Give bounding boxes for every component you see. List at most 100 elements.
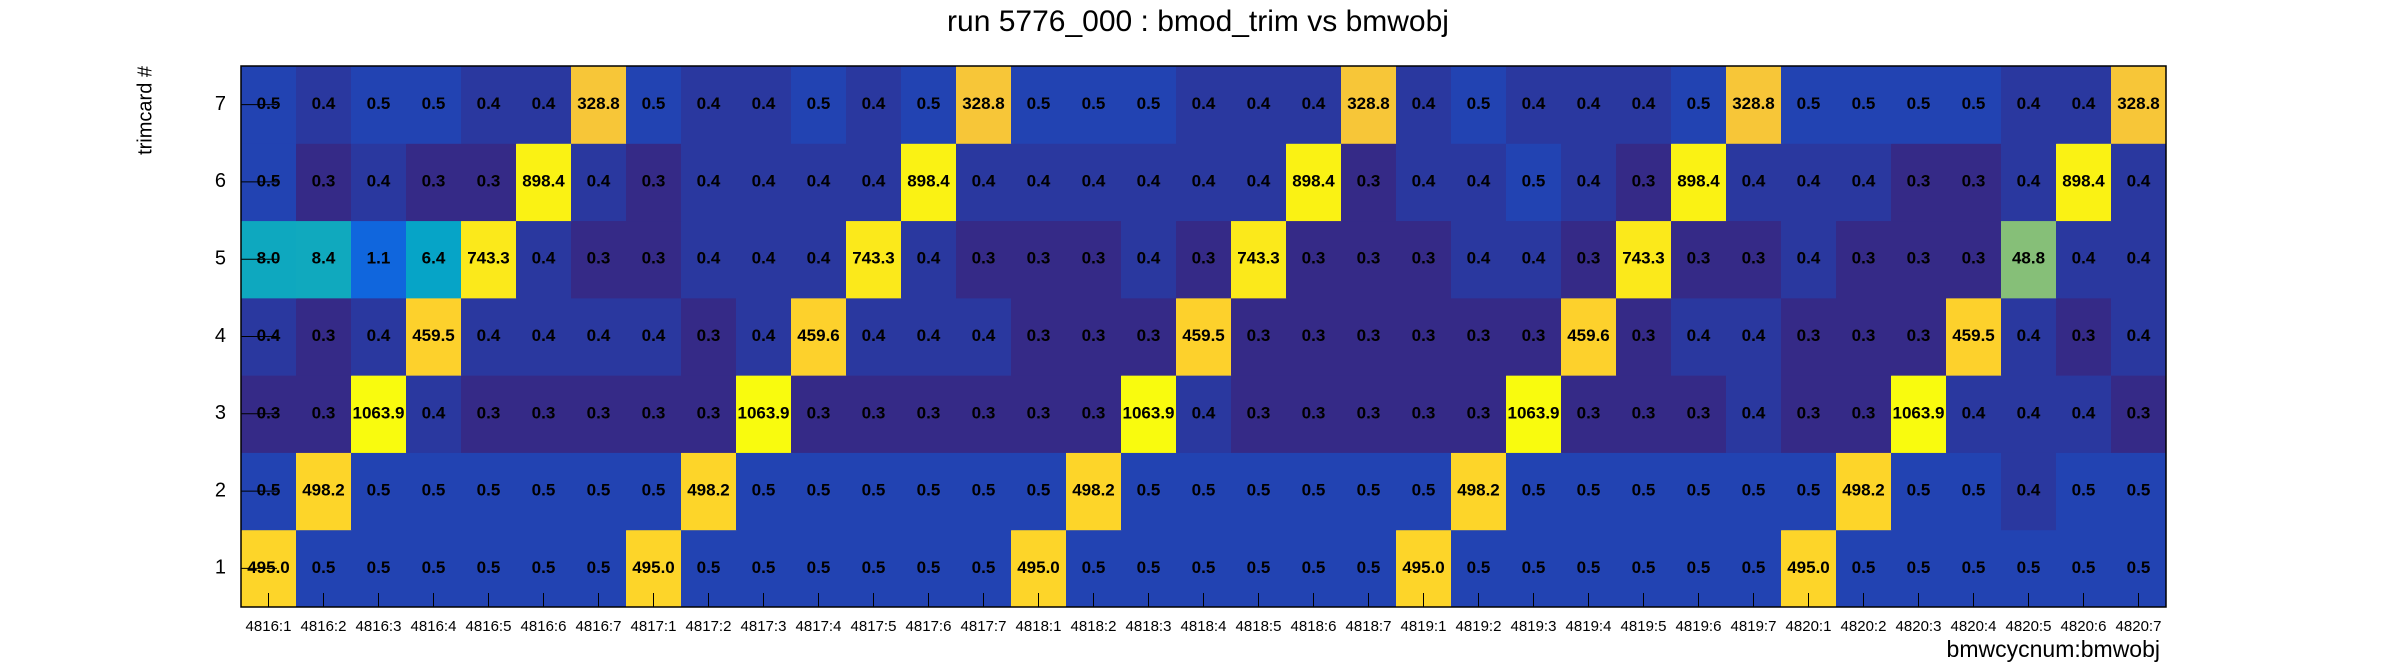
heatmap-cell — [296, 66, 352, 144]
y-tick-label: 7 — [215, 93, 226, 115]
heatmap-cell — [1836, 220, 1892, 299]
cell-label: 0.3 — [532, 403, 556, 422]
cell-label: 0.5 — [587, 481, 611, 500]
cell-label: 0.4 — [312, 94, 336, 113]
cell-label: 0.4 — [1797, 171, 1821, 190]
heatmap-cell — [1506, 297, 1562, 376]
cell-label: 0.3 — [1467, 326, 1491, 345]
cell-label: 0.3 — [1632, 326, 1656, 345]
cell-label: 0.3 — [422, 171, 446, 190]
x-tick-label: 4818:3 — [1126, 618, 1172, 635]
x-tick-label: 4819:6 — [1676, 618, 1722, 635]
cell-label: 0.5 — [1962, 94, 1986, 113]
cell-label: 0.4 — [1247, 171, 1271, 190]
x-tick-label: 4819:4 — [1566, 618, 1612, 635]
cell-label: 1063.9 — [353, 403, 405, 422]
heatmap-cell — [351, 297, 407, 376]
cell-label: 0.3 — [1797, 326, 1821, 345]
cell-label: 0.5 — [1962, 481, 1986, 500]
cell-label: 0.3 — [1357, 403, 1381, 422]
heatmap-cell — [901, 220, 957, 299]
cell-label: 0.3 — [642, 403, 666, 422]
heatmap-cell — [681, 220, 737, 299]
heatmap-cell — [1066, 66, 1122, 144]
cell-label: 0.3 — [1577, 403, 1601, 422]
heatmap-cell — [1726, 452, 1782, 531]
heatmap-cell — [296, 220, 352, 299]
x-tick-label: 4819:3 — [1511, 618, 1557, 635]
heatmap-cell — [901, 452, 957, 531]
heatmap-cell — [1286, 143, 1342, 222]
heatmap-cell — [1891, 143, 1947, 222]
cell-label: 0.5 — [1357, 558, 1381, 577]
cell-label: 0.3 — [1962, 171, 1986, 190]
x-tick-label: 4819:2 — [1456, 618, 1502, 635]
heatmap-cell — [1946, 375, 2002, 453]
cell-label: 0.4 — [697, 249, 721, 268]
y-tick-label: 5 — [215, 247, 226, 269]
heatmap-cell — [1231, 143, 1287, 222]
x-tick-label: 4818:7 — [1346, 618, 1392, 635]
heatmap-cell — [1066, 143, 1122, 222]
heatmap-cell — [1286, 297, 1342, 376]
heatmap-cell — [1946, 452, 2002, 531]
heatmap-cell — [736, 297, 792, 376]
cell-label: 0.5 — [1742, 558, 1766, 577]
heatmap-cell — [296, 297, 352, 376]
cell-label: 0.4 — [532, 94, 556, 113]
heatmap-cell — [1726, 143, 1782, 222]
x-tick-label: 4818:2 — [1071, 618, 1117, 635]
cell-label: 0.4 — [1632, 94, 1656, 113]
y-tick-label: 6 — [215, 170, 226, 192]
x-tick-label: 4818:5 — [1236, 618, 1282, 635]
cell-label: 0.3 — [807, 403, 831, 422]
heatmap-cell — [1781, 220, 1837, 299]
x-tick-label: 4817:4 — [796, 618, 842, 635]
cell-label: 8.4 — [312, 249, 336, 268]
heatmap-cell — [1011, 452, 1067, 531]
cell-label: 328.8 — [1347, 94, 1390, 113]
cell-label: 0.4 — [1302, 94, 1326, 113]
heatmap-cell — [296, 375, 352, 453]
heatmap-cell — [1616, 452, 1672, 531]
heatmap-cell — [1176, 143, 1232, 222]
cell-label: 0.4 — [1742, 403, 1766, 422]
heatmap-cell — [2056, 297, 2112, 376]
heatmap-cell — [351, 220, 407, 299]
cell-label: 0.3 — [1852, 403, 1876, 422]
heatmap-cell — [791, 297, 847, 376]
cell-label: 0.5 — [917, 481, 941, 500]
y-tick-label: 3 — [215, 402, 226, 424]
heatmap-cell — [1616, 66, 1672, 144]
cell-label: 0.4 — [587, 326, 611, 345]
x-tick-label: 4819:5 — [1621, 618, 1667, 635]
cell-label: 0.3 — [642, 249, 666, 268]
cell-label: 0.5 — [1522, 558, 1546, 577]
cell-label: 0.5 — [1247, 558, 1271, 577]
heatmap-cell — [1561, 375, 1617, 453]
x-tick-label: 4820:1 — [1786, 618, 1832, 635]
heatmap-cell — [461, 66, 517, 144]
cell-label: 0.3 — [1027, 326, 1051, 345]
cell-label: 0.3 — [972, 403, 996, 422]
cell-label: 0.5 — [2017, 558, 2041, 577]
cell-label: 0.5 — [1577, 481, 1601, 500]
heatmap-cell — [1011, 297, 1067, 376]
heatmap-cell — [956, 220, 1012, 299]
cell-label: 0.4 — [1522, 249, 1546, 268]
cell-label: 0.3 — [972, 249, 996, 268]
cell-label: 328.8 — [962, 94, 1005, 113]
cell-label: 0.5 — [1907, 481, 1931, 500]
cell-label: 495.0 — [1402, 558, 1445, 577]
cell-label: 0.5 — [1687, 558, 1711, 577]
heatmap-cell — [1506, 143, 1562, 222]
heatmap-cell — [1836, 66, 1892, 144]
cell-label: 0.4 — [862, 94, 886, 113]
cell-label: 0.4 — [477, 94, 501, 113]
cell-label: 0.4 — [1247, 94, 1271, 113]
cell-label: 1063.9 — [738, 403, 790, 422]
heatmap-cell — [1286, 452, 1342, 531]
heatmap-cell — [626, 220, 682, 299]
cell-label: 0.5 — [1357, 481, 1381, 500]
cell-label: 0.4 — [2017, 481, 2041, 500]
